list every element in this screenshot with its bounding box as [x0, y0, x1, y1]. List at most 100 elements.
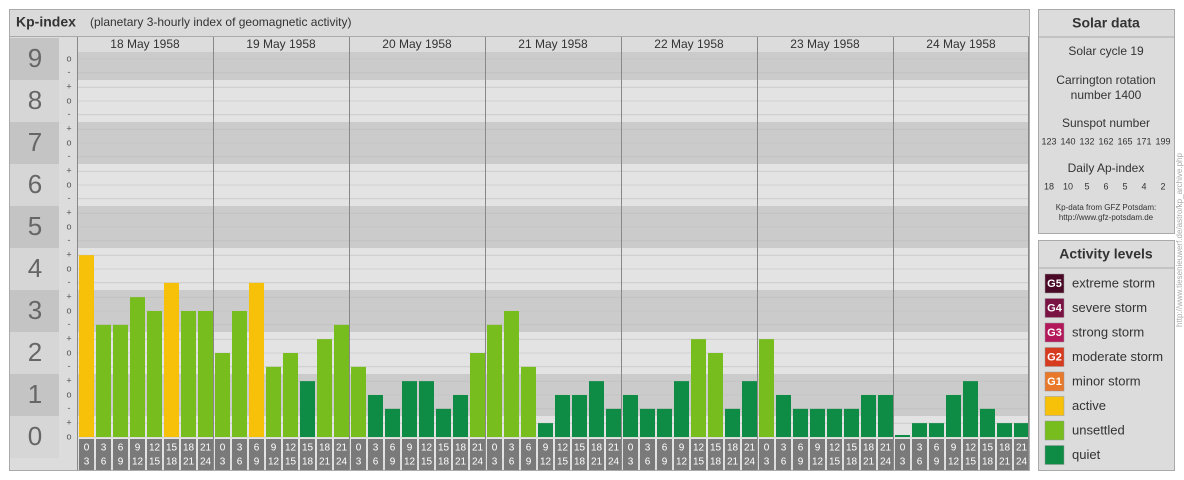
bar: [181, 311, 196, 437]
y-label-box: [10, 80, 59, 122]
legend-label: moderate storm: [1072, 349, 1163, 364]
ap-value: 5: [1122, 181, 1127, 191]
legend-label: strong storm: [1072, 324, 1144, 339]
hour-label: 3: [509, 443, 515, 454]
sunspot-value: 162: [1098, 136, 1113, 146]
hour-label: 6: [509, 457, 515, 468]
bar: [844, 408, 859, 437]
bar: [742, 381, 757, 437]
hour-label: 15: [574, 443, 586, 454]
hour-label: 15: [829, 457, 841, 468]
hour-label: 6: [118, 443, 124, 454]
minor-tick-label: o: [66, 179, 71, 189]
hour-box: [572, 439, 587, 470]
hour-label: 0: [356, 443, 362, 454]
sunspot-value: 199: [1155, 136, 1170, 146]
hour-label: 21: [863, 457, 875, 468]
hour-label: 6: [781, 457, 787, 468]
hour-label: 6: [645, 457, 651, 468]
bar: [538, 423, 553, 437]
day-label: 19 May 1958: [246, 37, 316, 51]
hour-label: 21: [608, 443, 620, 454]
legend-swatch: [1044, 322, 1065, 343]
y-tick-label: 5: [28, 211, 42, 241]
hour-label: 21: [744, 443, 756, 454]
bar: [929, 423, 944, 437]
hour-label: 3: [84, 457, 90, 468]
bar: [980, 408, 995, 437]
hour-label: 3: [764, 457, 770, 468]
hour-label: 3: [645, 443, 651, 454]
hour-box: [844, 439, 859, 470]
bar: [793, 408, 808, 437]
bar: [640, 408, 655, 437]
legend-swatch: [1044, 347, 1065, 367]
hour-box: [385, 439, 400, 470]
legend-label: severe storm: [1072, 300, 1147, 315]
hour-label: 12: [812, 457, 824, 468]
day-label: 21 May 1958: [518, 37, 588, 51]
bar: [504, 311, 519, 437]
hour-label: 21: [319, 457, 331, 468]
bar: [215, 353, 230, 437]
hour-box: [1014, 439, 1029, 470]
hour-box: [232, 439, 247, 470]
hour-box: [198, 439, 213, 470]
bar: [776, 395, 791, 437]
y-label-box: [10, 38, 59, 80]
hour-label: 9: [135, 443, 141, 454]
hour-label: 15: [421, 457, 433, 468]
hour-label: 0: [628, 443, 634, 454]
hour-label: 9: [679, 443, 685, 454]
y-label-box: [10, 290, 59, 332]
sunspot-value: 140: [1060, 136, 1075, 146]
bar: [419, 381, 434, 437]
hour-label: 9: [815, 443, 821, 454]
hour-label: 18: [455, 443, 467, 454]
chart-subtitle: (planetary 3-hourly index of geomagnetic…: [90, 15, 351, 29]
hour-box: [351, 439, 366, 470]
hour-label: 21: [200, 443, 212, 454]
y-tick-label: 9: [28, 43, 42, 73]
bar: [878, 395, 893, 437]
bar: [198, 311, 213, 437]
hour-box: [827, 439, 842, 470]
y-tick-label: 6: [28, 169, 42, 199]
hour-box: [589, 439, 604, 470]
bar: [249, 282, 264, 437]
bar: [317, 339, 332, 437]
hour-box: [759, 439, 774, 470]
minor-tick-label: +: [66, 376, 71, 386]
hour-label: 18: [727, 443, 739, 454]
day-label: 24 May 1958: [926, 37, 996, 51]
legend-swatch: [1044, 273, 1065, 294]
hour-label: 18: [710, 457, 722, 468]
hour-box: [266, 439, 281, 470]
hour-label: 21: [472, 443, 484, 454]
source: Kp-data from GFZ Potsdam:: [1056, 203, 1156, 212]
day-header: [77, 37, 213, 52]
y-label-box: [10, 374, 59, 416]
legend-label: active: [1072, 398, 1106, 413]
hour-label: 12: [829, 443, 841, 454]
minor-tick-label: -: [68, 193, 71, 203]
hour-label: 12: [965, 443, 977, 454]
hour-box: [419, 439, 434, 470]
source: http://www.gfz-potsdam.de: [1059, 213, 1154, 222]
hour-box: [368, 439, 383, 470]
bar: [912, 423, 927, 437]
hour-label: 3: [101, 443, 107, 454]
watermark: http://www.tiesenieuwerf.de/astro/kp_arc…: [1175, 153, 1184, 327]
hour-label: 9: [118, 457, 124, 468]
bar: [436, 408, 451, 437]
hour-box: [793, 439, 808, 470]
hour-label: 9: [662, 457, 668, 468]
hour-label: 3: [917, 443, 923, 454]
y-label-box: [10, 332, 59, 374]
hour-box: [657, 439, 672, 470]
legend-swatch: [1044, 396, 1065, 416]
hour-box: [402, 439, 417, 470]
bar: [470, 353, 485, 437]
minor-tick-label: +: [66, 292, 71, 302]
